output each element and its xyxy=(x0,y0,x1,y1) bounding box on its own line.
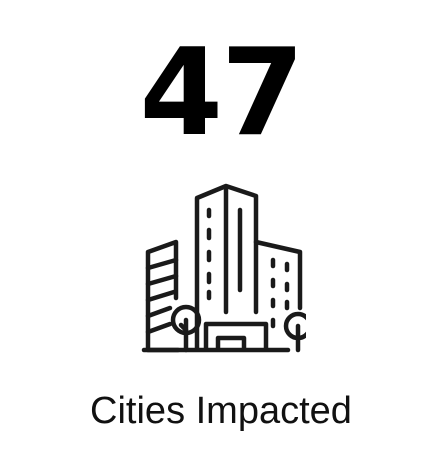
stat-value: 47 xyxy=(139,24,305,163)
city-buildings-icon xyxy=(141,183,306,353)
stat-label: Cities Impacted xyxy=(90,390,352,432)
